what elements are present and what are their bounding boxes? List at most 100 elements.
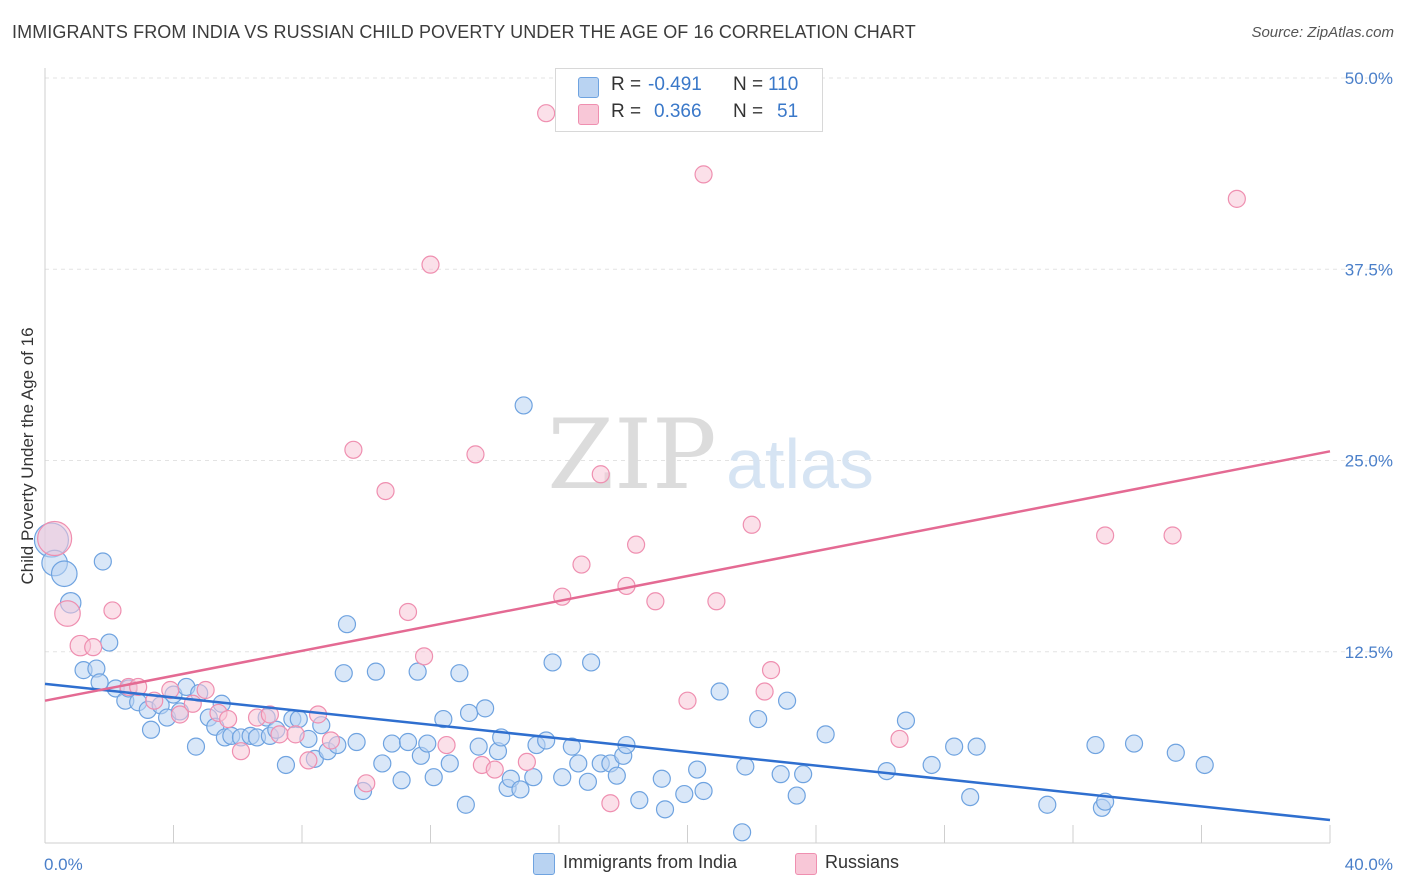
india-point (569, 754, 588, 773)
stats-legend: R = -0.491 N = 110 R = 0.366 N = 51 (555, 68, 823, 132)
india-point (607, 766, 626, 785)
india-point (655, 800, 675, 819)
russians-point (54, 600, 81, 627)
russians-point (414, 647, 434, 666)
india-point (961, 787, 980, 807)
russians-legend-swatch (795, 853, 817, 875)
russians-point (707, 592, 726, 611)
russians-point (231, 742, 251, 761)
india-point (459, 703, 479, 723)
india-point (50, 560, 78, 588)
russians-point (601, 794, 620, 813)
india-point (582, 653, 601, 672)
russians-point (344, 440, 363, 459)
india-point (967, 737, 986, 756)
india-point (334, 664, 353, 683)
india-point (710, 682, 729, 701)
india-point (896, 711, 916, 730)
india-point (398, 732, 418, 752)
india-legend-swatch (533, 853, 555, 875)
x-tick-label: 40.0% (1345, 855, 1393, 874)
russians-point (161, 680, 180, 700)
russians-point (626, 535, 646, 554)
n-value: 110 (768, 74, 799, 95)
russians-point (694, 165, 713, 184)
watermark-atlas: atlas (726, 425, 874, 503)
india-point (476, 699, 495, 718)
russians-trend-line (44, 450, 1331, 702)
gridlines (45, 77, 1392, 653)
russians-point (485, 760, 504, 779)
source-label: Source: ZipAtlas.com (1251, 24, 1394, 41)
russians-point (890, 729, 909, 749)
n-label: N = (733, 101, 764, 122)
russians-point (646, 592, 665, 611)
trend-lines (44, 450, 1331, 822)
india-point (93, 552, 112, 571)
india-point (733, 823, 752, 842)
india-point (1195, 755, 1214, 775)
india-point (408, 662, 427, 681)
india-point (289, 709, 308, 729)
india-point (373, 754, 392, 773)
russians-point (1096, 526, 1115, 545)
india-point (630, 791, 649, 810)
india-point (749, 709, 768, 729)
russians-point (286, 725, 305, 744)
russians-point (572, 555, 591, 574)
india-point (537, 731, 556, 750)
india-point (562, 737, 581, 756)
india-point (945, 737, 964, 756)
india-point (347, 732, 366, 752)
russians-point (37, 520, 73, 557)
axes (44, 68, 1331, 844)
russians-point (357, 774, 376, 793)
india-point (1038, 795, 1057, 814)
india-point (688, 760, 707, 779)
watermark-zip: ZIP (547, 399, 716, 511)
india-point (694, 781, 713, 801)
r-label: R = (611, 74, 642, 95)
india-point (543, 653, 562, 672)
india-point (553, 768, 572, 787)
india-point (652, 769, 671, 788)
india-point (424, 768, 443, 787)
russians-point (103, 601, 122, 620)
data-points (33, 104, 1246, 842)
russians-point (270, 725, 289, 744)
russians-point (321, 731, 341, 750)
india-point (450, 664, 469, 683)
russians-point (761, 661, 781, 680)
russians-point (517, 752, 536, 772)
y-tick-label: 25.0% (1345, 452, 1393, 471)
india-point (514, 396, 533, 415)
russians-point (466, 445, 485, 464)
legend-label-india: Immigrants from India (563, 852, 738, 872)
india-point (366, 662, 385, 681)
india-point (736, 757, 755, 776)
russians-point (376, 482, 395, 501)
india-point (469, 737, 488, 756)
tick-labels: 50.0% 37.5% 25.0% 12.5% 0.0% 40.0% (44, 69, 1393, 874)
india-point (337, 615, 357, 634)
russians-point (1163, 526, 1182, 545)
india-point (511, 780, 530, 799)
india-point (675, 784, 694, 804)
russians-point (170, 705, 190, 724)
india-swatch (578, 77, 599, 98)
russians-point (196, 680, 215, 700)
india-point (1166, 743, 1185, 762)
india-point (186, 737, 206, 756)
r-label: R = (611, 101, 642, 122)
r-value: 0.366 (654, 101, 702, 122)
india-point (1124, 734, 1144, 753)
russians-point (398, 602, 418, 622)
india-point (440, 754, 459, 773)
india-point (787, 786, 806, 805)
x-tick-label: 0.0% (44, 855, 83, 874)
russians-point (537, 104, 556, 123)
india-point (418, 734, 437, 753)
india-point (794, 765, 813, 784)
russians-point (219, 709, 238, 729)
